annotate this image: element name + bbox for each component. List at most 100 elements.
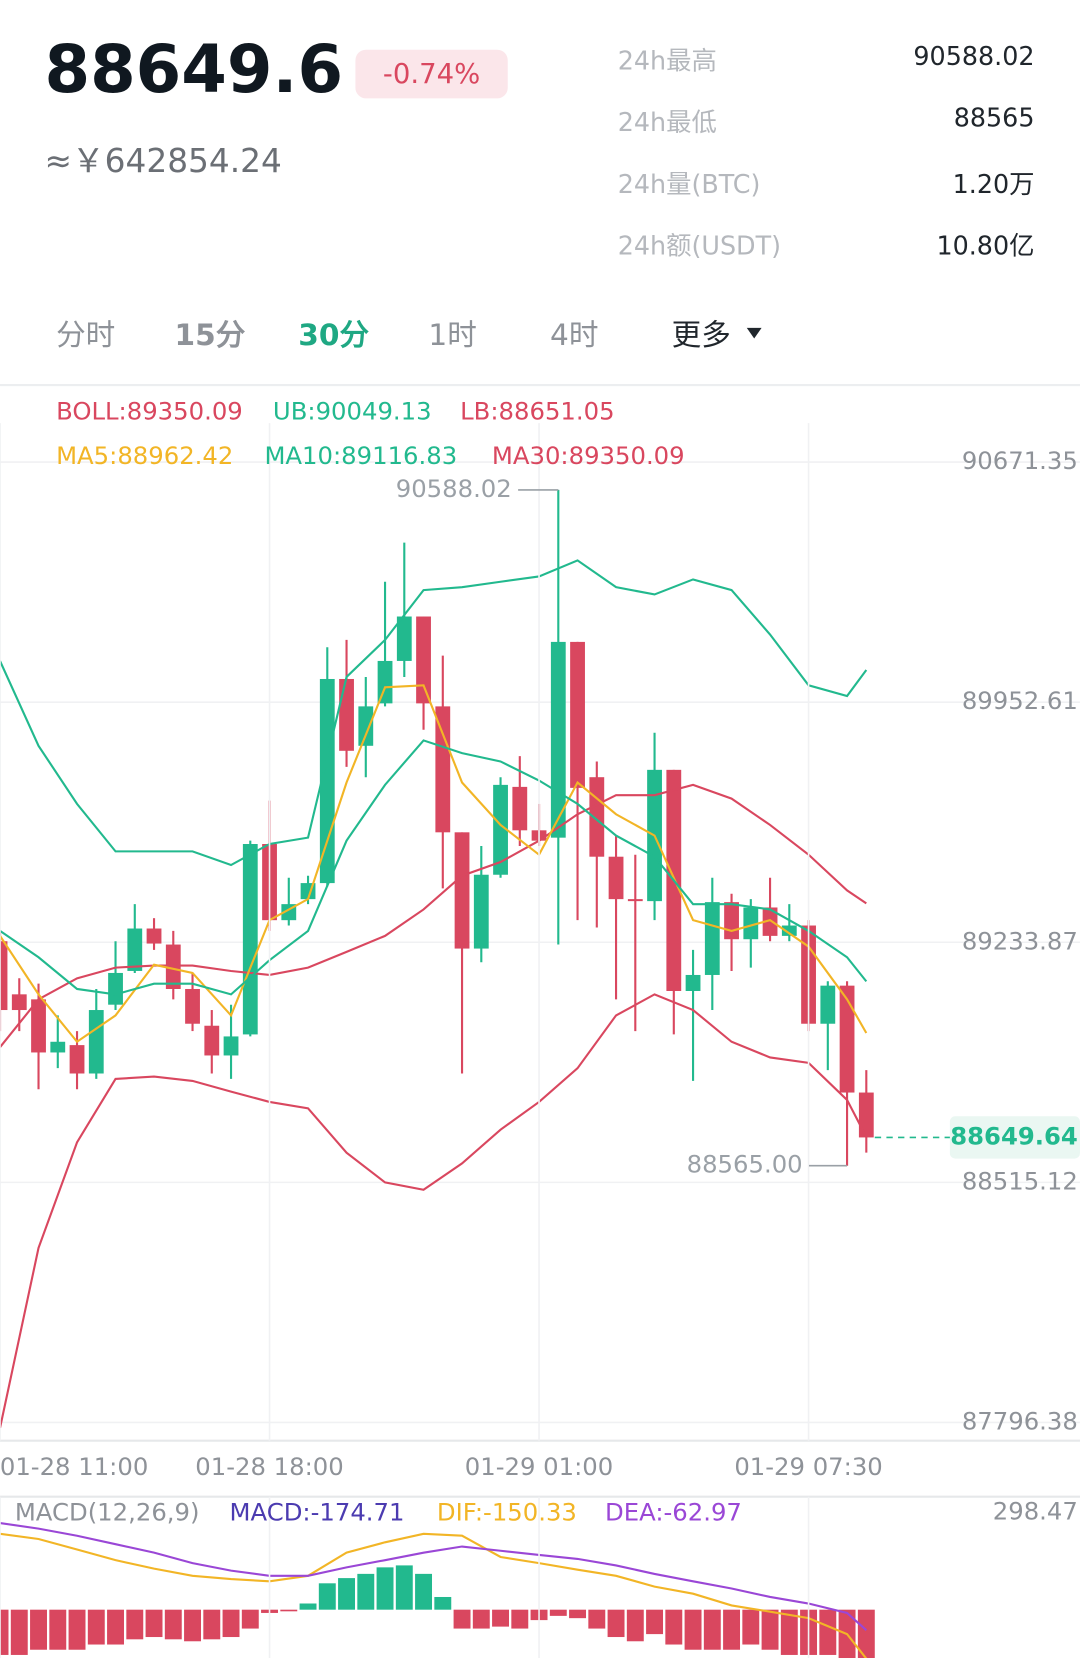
- macd-title: MACD(12,26,9): [15, 1498, 200, 1527]
- candle-body: [839, 985, 855, 1093]
- macd-bar: [107, 1609, 124, 1645]
- macd-bar: [280, 1609, 298, 1612]
- tab[interactable]: 15分: [175, 318, 246, 352]
- macd-bar: [742, 1609, 760, 1645]
- x-tick-label: 01-29 07:30: [734, 1452, 882, 1481]
- candle-body: [493, 784, 508, 875]
- high-label: 90588.02: [396, 474, 512, 503]
- stat-value: 1.20万: [953, 169, 1035, 199]
- dropdown-arrow: [746, 327, 762, 339]
- macd-bar: [203, 1609, 221, 1640]
- y-tick-label: 87796.38: [962, 1406, 1078, 1435]
- candle-body: [589, 777, 605, 857]
- macd-bar: [723, 1609, 741, 1650]
- macd-bar: [646, 1609, 664, 1635]
- price-plot: [0, 461, 1080, 1429]
- x-tick-label: 01-28 11:00: [0, 1452, 148, 1481]
- indicator-line: [0, 783, 867, 1048]
- macd-bar: [761, 1609, 779, 1650]
- macd-bar: [68, 1609, 86, 1650]
- macd-bar: [184, 1609, 201, 1642]
- candle-body: [858, 1092, 874, 1138]
- macd-tick-label: 298.47: [993, 1496, 1078, 1525]
- indicator-line: [0, 559, 868, 867]
- macd-line-label: DEA:-62.97: [605, 1498, 742, 1527]
- macd-bar: [241, 1609, 259, 1629]
- macd-bar: [703, 1609, 721, 1650]
- macd-bar: [857, 1609, 875, 1658]
- candle-body: [416, 616, 431, 704]
- tab-more[interactable]: 更多: [672, 318, 731, 352]
- candle-body: [108, 972, 123, 1005]
- candle-body: [704, 902, 720, 975]
- candle-body: [50, 1041, 66, 1053]
- last-price-label: 88649.64: [950, 1121, 1078, 1150]
- macd-bar: [357, 1573, 375, 1610]
- candle-body: [762, 907, 778, 936]
- macd-bar: [626, 1609, 644, 1642]
- indicator-line: [0, 684, 868, 1044]
- macd-bar: [819, 1609, 837, 1655]
- candle-body: [339, 678, 354, 751]
- y-tick-label: 90671.35: [962, 446, 1078, 475]
- candle-body: [473, 874, 489, 949]
- macd-bar: [395, 1565, 413, 1610]
- tab[interactable]: 4时: [550, 318, 598, 352]
- candle-body: [146, 928, 162, 944]
- macd-bar: [126, 1609, 144, 1640]
- macd-bar: [492, 1609, 510, 1627]
- indicator-line: [0, 739, 868, 996]
- macd-line-label: DIF:-150.33: [437, 1498, 577, 1527]
- macd-bar: [684, 1609, 702, 1650]
- candle-body: [608, 856, 624, 900]
- stat-label: 24h最低: [618, 107, 717, 137]
- macd-bar: [30, 1609, 47, 1650]
- indicator-label: BOLL:89350.09: [56, 397, 243, 426]
- candle-body: [127, 928, 143, 971]
- macd-bar: [665, 1609, 683, 1645]
- macd-bar: [780, 1609, 798, 1655]
- indicator-label: LB:88651.05: [460, 397, 614, 426]
- indicator-label: MA10:89116.83: [264, 441, 457, 470]
- candle-body: [69, 1045, 85, 1074]
- candle-body: [358, 706, 374, 746]
- candle-body: [685, 974, 701, 991]
- y-tick-label: 89233.87: [962, 926, 1078, 955]
- candle-body: [88, 1010, 104, 1074]
- y-tick-label: 89952.61: [962, 686, 1078, 715]
- indicator-label: MA5:88962.42: [56, 441, 233, 470]
- macd-bar: [588, 1609, 606, 1629]
- macd-bar: [434, 1596, 452, 1610]
- candle-body: [570, 641, 585, 788]
- candle-body: [743, 907, 759, 940]
- macd-bar: [299, 1603, 317, 1610]
- macd-line: [0, 1532, 868, 1658]
- x-tick-label: 01-28 18:00: [195, 1452, 343, 1481]
- macd-bar: [415, 1573, 433, 1610]
- stat-value: 88565: [954, 103, 1035, 133]
- candle-body: [377, 660, 393, 704]
- indicator-label: MA30:89350.09: [492, 441, 685, 470]
- macd-bar: [472, 1609, 490, 1629]
- candle-body: [820, 985, 836, 1024]
- candle-body: [165, 944, 181, 989]
- macd-label: MACD:-174.71: [230, 1498, 405, 1527]
- macd-bar: [453, 1609, 471, 1629]
- tab[interactable]: 1时: [428, 318, 476, 352]
- candle-body: [242, 844, 258, 1035]
- macd-line: [0, 1521, 868, 1631]
- tab-active[interactable]: 30分: [298, 318, 369, 352]
- candle-body: [204, 1025, 220, 1056]
- macd-bar: [222, 1609, 240, 1638]
- macd-bar: [569, 1609, 587, 1619]
- tab[interactable]: 分时: [56, 318, 115, 352]
- macd-bar: [549, 1609, 567, 1616]
- macd-bar: [338, 1578, 356, 1610]
- macd-bar: [164, 1609, 182, 1640]
- stat-label: 24h最高: [618, 45, 717, 75]
- candle-body: [435, 706, 451, 833]
- last-price-box: [949, 1116, 1080, 1159]
- x-tick-label: 01-29 01:00: [465, 1452, 613, 1481]
- candle-body: [0, 941, 8, 1011]
